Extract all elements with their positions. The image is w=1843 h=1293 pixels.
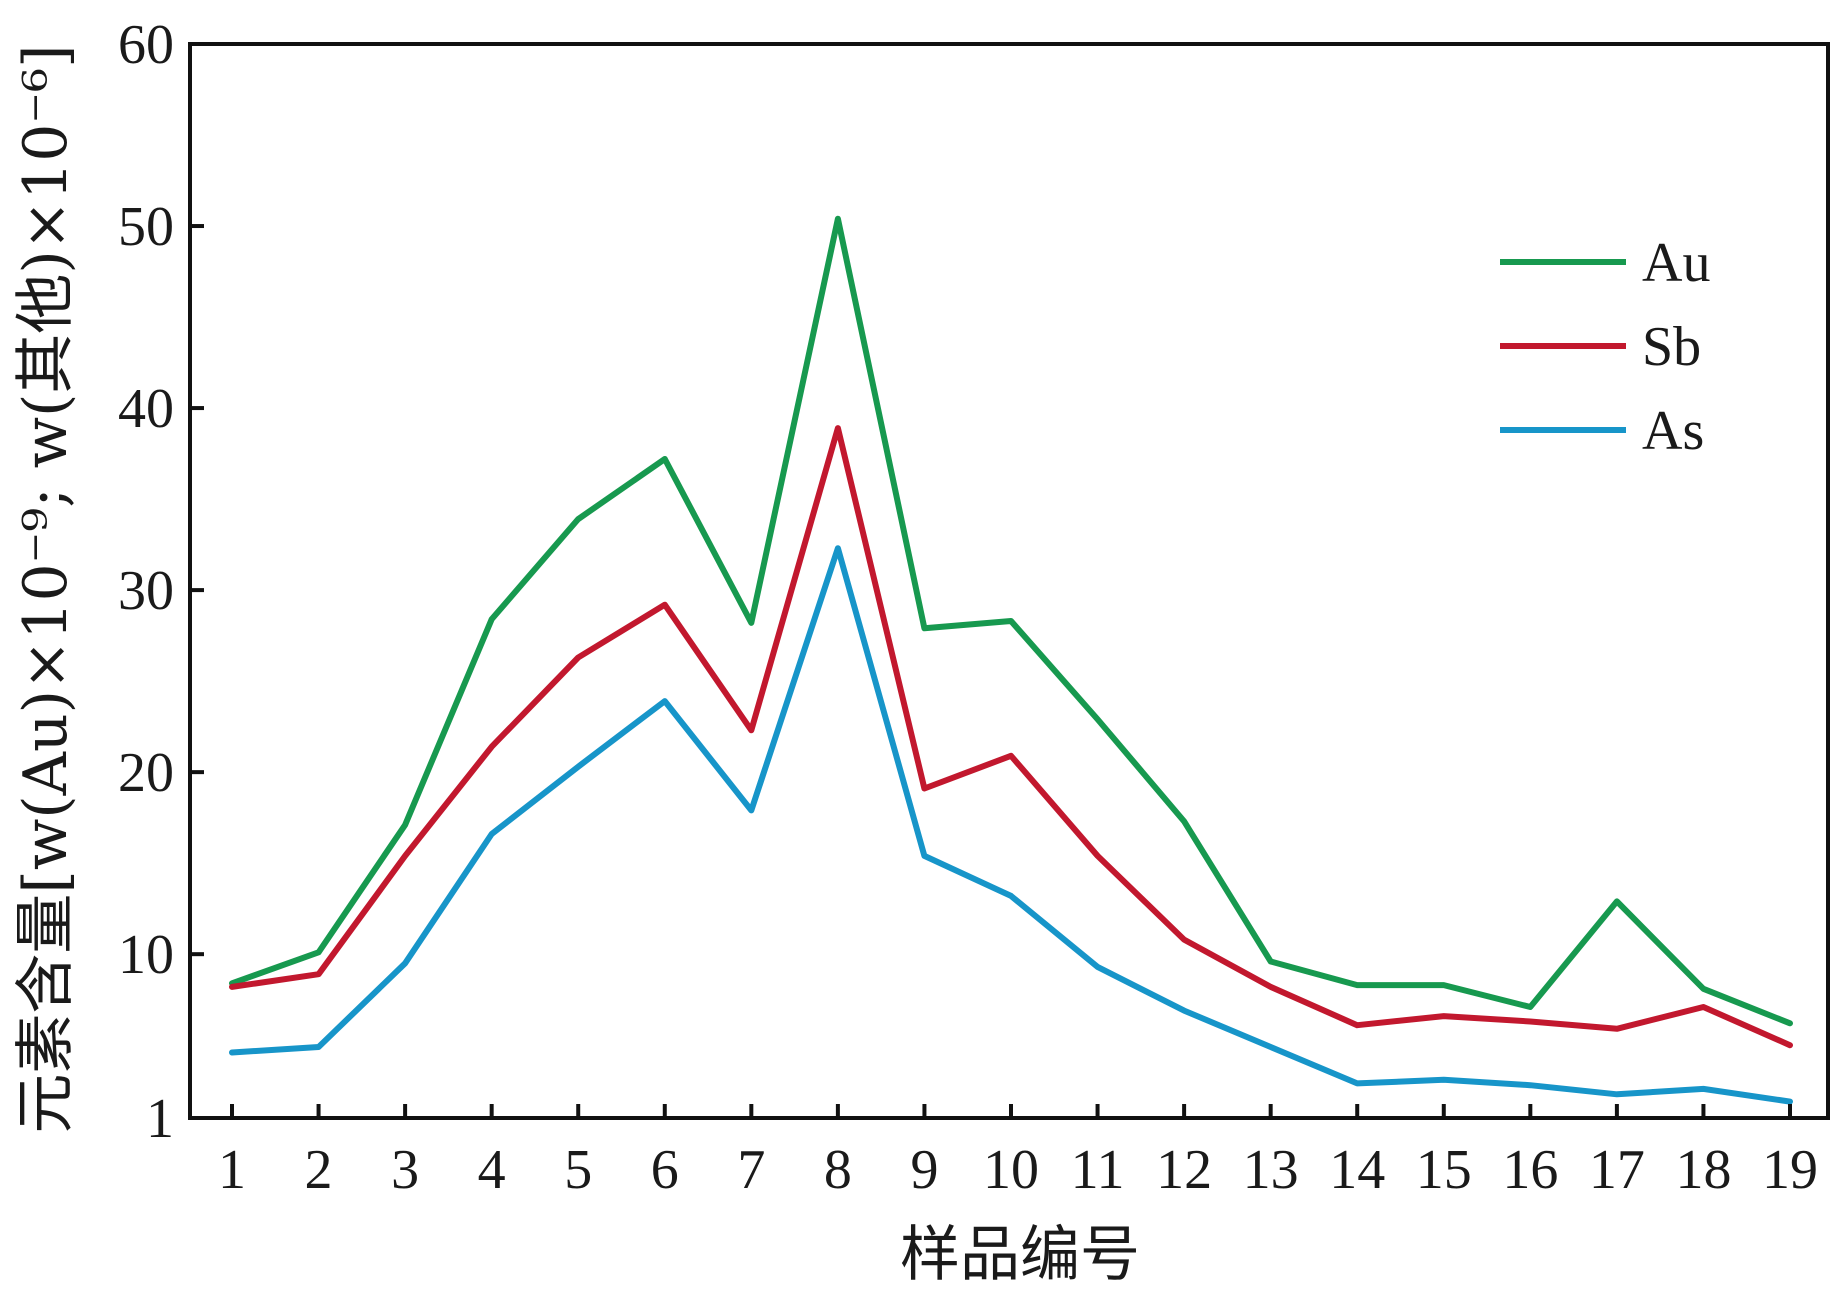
x-tick-label: 1 [218, 1139, 246, 1201]
x-tick-label: 12 [1156, 1139, 1212, 1201]
x-tick-label: 19 [1762, 1139, 1818, 1201]
x-tick-label: 10 [983, 1139, 1039, 1201]
y-tick-label: 60 [118, 14, 174, 76]
x-tick-label: 16 [1502, 1139, 1558, 1201]
x-tick-label: 3 [391, 1139, 419, 1201]
y-tick-label: 1 [146, 1088, 174, 1150]
x-tick-label: 2 [305, 1139, 333, 1201]
x-tick-label: 6 [651, 1139, 679, 1201]
x-tick-label: 15 [1416, 1139, 1472, 1201]
x-tick-label: 5 [564, 1139, 592, 1201]
x-axis-title: 样品编号 [900, 1220, 1140, 1290]
series-line-au [229, 215, 1793, 1027]
x-tick-label: 7 [737, 1139, 765, 1201]
y-tick-label: 30 [118, 560, 174, 622]
y-tick-label: 20 [118, 742, 174, 804]
x-tick-label: 4 [478, 1139, 506, 1201]
tick-label-layer: 1 2 3 4 5 6 7 8 9 10 11 12 13 14 15 16 17 18 1911020304050… [118, 14, 1818, 1201]
x-tick-label: 17 [1589, 1139, 1645, 1201]
x-tick-label: 11 [1071, 1139, 1125, 1201]
series-line-sb [229, 425, 1793, 1049]
y-axis-title: 元素含量[w(Au)×10⁻⁹; w(其他)×10⁻⁶] [11, 44, 81, 1133]
x-tick-label: 9 [910, 1139, 938, 1201]
x-tick-label: 18 [1675, 1139, 1731, 1201]
x-tick-label: 14 [1329, 1139, 1385, 1201]
y-tick-label: 50 [118, 196, 174, 258]
y-tick-label: 40 [118, 378, 174, 440]
legend-label-as: As [1642, 400, 1704, 462]
x-tick-label: 13 [1243, 1139, 1299, 1201]
y-tick-label: 10 [118, 924, 174, 986]
legend: Au Sb As [1500, 232, 1710, 462]
series-layer [229, 215, 1793, 1105]
x-tick-label: 8 [824, 1139, 852, 1201]
legend-label-au: Au [1642, 232, 1710, 294]
legend-label-sb: Sb [1642, 316, 1701, 378]
series-line-as [229, 545, 1793, 1105]
tick-layer [190, 42, 1792, 1120]
